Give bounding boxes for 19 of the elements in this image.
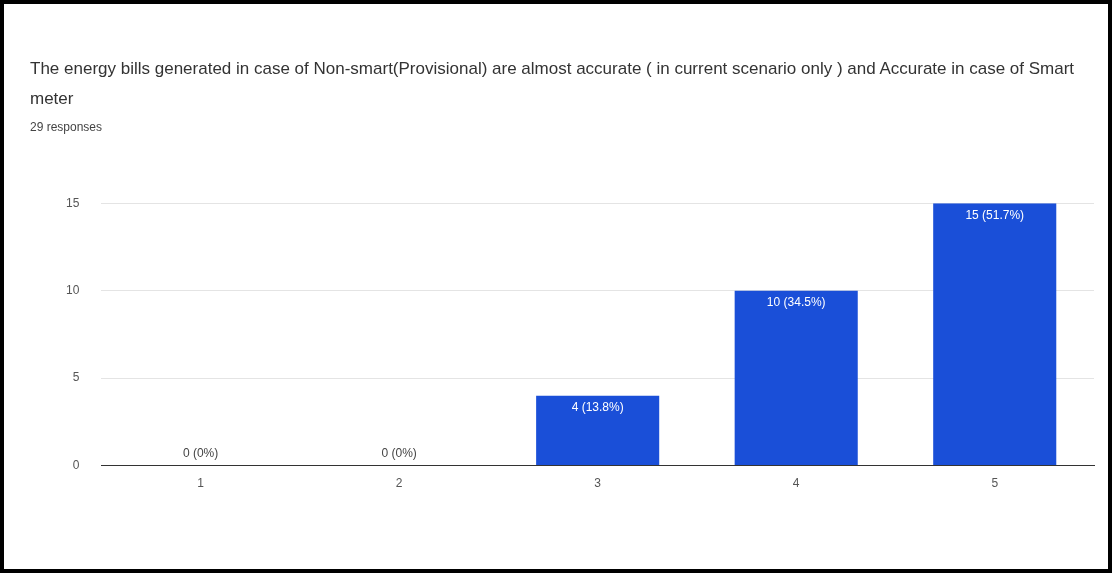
data-label: 0 (0%)	[381, 445, 417, 460]
chart-subtitle: 29 responses	[30, 120, 103, 134]
y-tick-label: 10	[65, 282, 80, 297]
data-label: 4 (13.8%)	[571, 399, 624, 414]
data-label: 15 (51.7%)	[965, 207, 1025, 222]
x-tick-label: 5	[991, 476, 999, 491]
data-label: 10 (34.5%)	[766, 294, 826, 309]
y-tick-label: 15	[65, 195, 80, 210]
bar	[734, 290, 858, 466]
bar	[536, 395, 660, 466]
bar	[933, 203, 1057, 466]
y-tick-label: 0	[72, 457, 80, 472]
x-tick-label: 4	[792, 476, 800, 491]
x-tick-label: 3	[594, 476, 602, 491]
x-tick-label: 2	[395, 476, 403, 491]
chart-title: The energy bills generated in case of Non-smart(Provisional) are almost accurate ( in current scenario only ) and Accurate in case of Smart meter	[30, 58, 1076, 110]
x-tick-label: 1	[197, 476, 205, 491]
y-tick-label: 5	[72, 370, 80, 385]
data-label: 0 (0%)	[182, 445, 219, 460]
